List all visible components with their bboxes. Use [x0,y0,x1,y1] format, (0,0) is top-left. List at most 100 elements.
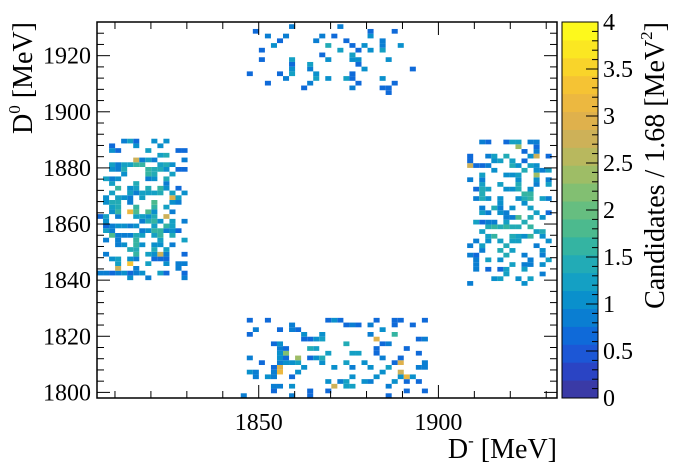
heatmap-bin [479,186,486,192]
heatmap-bin [276,71,284,77]
heatmap-bin [109,176,116,182]
y-tick-label: 1900 [43,100,91,126]
heatmap-bin [515,144,522,150]
heatmap-bin [276,38,284,44]
heatmap-bin [479,177,486,183]
heatmap-bin [521,233,528,239]
heatmap-bin [503,186,510,192]
heatmap-bin [479,229,486,234]
heatmap-bin [276,365,284,370]
heatmap-bin [391,28,398,34]
heatmap-bin [391,360,398,365]
colorbar-segment [562,183,598,202]
heatmap-bin [139,214,146,219]
heatmap-bin [527,153,534,159]
heatmap-bin [497,238,504,244]
heatmap-bin [169,195,176,201]
heatmap-bin [283,33,290,39]
heatmap-bin [301,336,308,342]
heatmap-bin [157,270,164,276]
heatmap-bin [307,393,314,398]
y-tick-label: 1800 [43,380,91,406]
heatmap-bin [397,360,404,365]
heatmap-bin [163,251,170,257]
heatmap-bin [379,47,386,53]
heatmap-bin [307,388,314,394]
heatmap-bin [515,177,522,183]
heatmap-bin [325,350,332,356]
heatmap-bin [385,365,392,370]
heatmap-bin [319,52,326,58]
heatmap-bin [127,270,134,276]
heatmap-bin [509,262,516,267]
heatmap-bin [521,158,528,164]
heatmap-bin [127,261,134,266]
heatmap-bin [491,233,498,239]
heatmap-bin [467,177,474,183]
heatmap-bin [385,383,392,389]
heatmap-bin [349,71,356,77]
heatmap-bin [515,215,522,220]
heatmap-bin [115,270,122,276]
heatmap-bin [533,172,540,178]
colorbar-segment [562,236,598,256]
colorbar-segment [562,380,598,399]
heatmap-bin [175,195,182,201]
heatmap-bin [533,177,540,183]
heatmap-bin [133,138,140,144]
heatmap-bin [151,214,158,219]
heatmap-bin [157,167,164,172]
heatmap-bin [509,224,516,230]
heatmap-bin [539,262,546,267]
heatmap-bin [409,322,416,328]
heatmap-bin [379,355,386,361]
colorbar-segment [562,272,598,292]
heatmap-bin [349,350,356,356]
heatmap-bin [151,209,158,215]
colorbar-ticks: 0 0.5 1 1.5 2 2.5 3 3.5 4 [586,10,633,412]
heatmap-bin [301,365,308,370]
heatmap-bin [103,214,110,219]
heatmap-bin [289,374,296,380]
heatmap-bin [533,153,540,159]
heatmap-bin [527,276,534,282]
heatmap-bin [497,266,504,272]
heatmap-bin [270,341,277,347]
heatmap-bin [169,171,176,177]
colorbar-segment [562,218,598,238]
heatmap-bin [409,374,416,380]
heatmap-bin [503,210,510,216]
heatmap-bin [283,346,290,351]
heatmap-bin [403,374,410,380]
heatmap-bin [349,43,356,48]
x-tick-label: 1900 [414,410,462,436]
heatmap-bin [115,176,122,182]
heatmap-bin [276,341,284,347]
heatmap-bin [415,336,422,342]
heatmap-bin [181,157,188,163]
heatmap-bin [503,219,510,225]
heatmap-bin [313,38,320,44]
heatmap-bin [246,332,253,337]
heatmap-bin [497,196,504,201]
heatmap-bin [403,379,410,384]
heatmap-bin [276,350,284,356]
heatmap-bin [151,233,158,238]
heatmap-bin [109,190,116,196]
heatmap-bin [115,233,122,238]
heatmap-bin [109,167,116,172]
y-tick-label: 1860 [43,212,91,238]
heatmap-bin [145,218,152,224]
heatmap-bin [325,379,332,384]
heatmap-bin [246,71,253,77]
heatmap-bin [373,350,380,356]
heatmap-bin [289,360,296,365]
heatmap-bin [270,388,277,394]
heatmap-bin [307,80,314,86]
heatmap-bin [403,346,410,351]
heatmap-bin [485,238,492,244]
heatmap-bin [397,317,404,323]
heatmap-bin [283,76,290,81]
heatmap-bin [503,271,510,277]
heatmap-bin [473,262,480,267]
